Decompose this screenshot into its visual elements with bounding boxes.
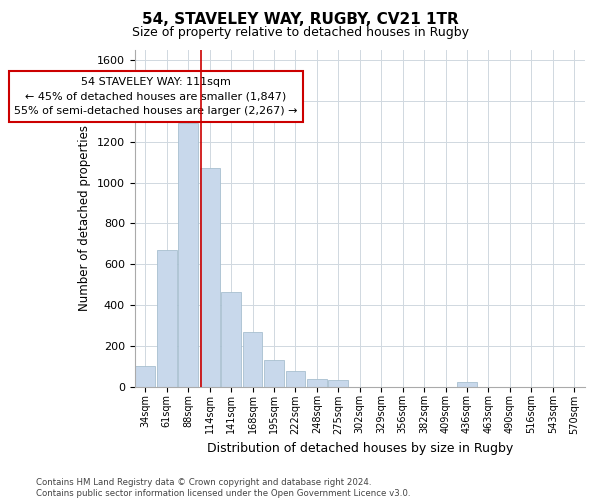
Text: 54, STAVELEY WAY, RUGBY, CV21 1TR: 54, STAVELEY WAY, RUGBY, CV21 1TR: [142, 12, 458, 28]
Bar: [157, 250, 176, 386]
Bar: [221, 292, 241, 386]
Y-axis label: Number of detached properties: Number of detached properties: [78, 126, 91, 312]
Bar: [136, 366, 155, 386]
Text: 54 STAVELEY WAY: 111sqm
← 45% of detached houses are smaller (1,847)
55% of semi: 54 STAVELEY WAY: 111sqm ← 45% of detache…: [14, 76, 298, 116]
Bar: [328, 380, 348, 386]
Bar: [457, 382, 477, 386]
Bar: [307, 380, 327, 386]
X-axis label: Distribution of detached houses by size in Rugby: Distribution of detached houses by size …: [206, 442, 513, 455]
Text: Contains HM Land Registry data © Crown copyright and database right 2024.
Contai: Contains HM Land Registry data © Crown c…: [36, 478, 410, 498]
Bar: [286, 371, 305, 386]
Bar: [200, 168, 220, 386]
Bar: [243, 332, 262, 386]
Text: Size of property relative to detached houses in Rugby: Size of property relative to detached ho…: [131, 26, 469, 39]
Bar: [178, 124, 198, 386]
Bar: [264, 360, 284, 386]
